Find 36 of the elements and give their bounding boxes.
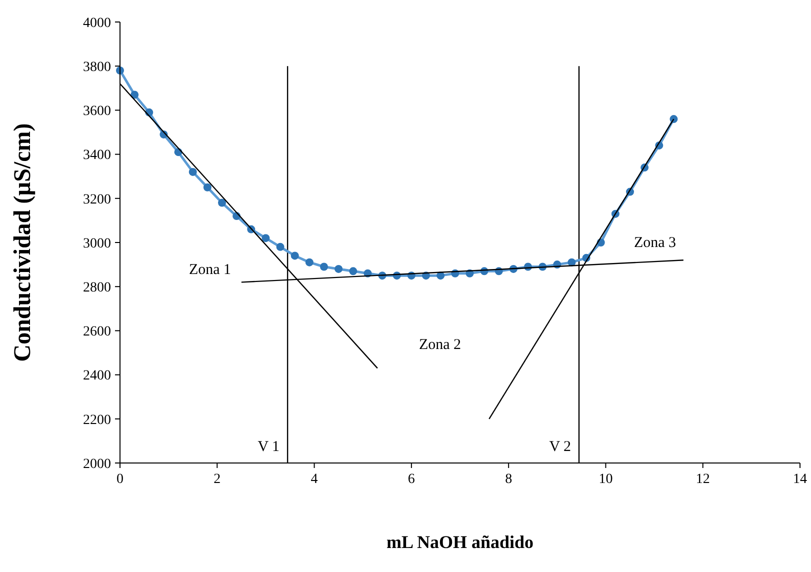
- y-tick-label: 3200: [83, 192, 111, 208]
- x-tick-label: 6: [408, 472, 415, 487]
- x-tick-label: 0: [116, 472, 124, 487]
- y-tick-label: 2200: [83, 412, 111, 428]
- point: [305, 258, 314, 266]
- point: [276, 242, 284, 251]
- y-tick-label: 3600: [83, 104, 111, 120]
- annotation: Zona 1: [188, 262, 232, 278]
- y-tick-label: 2800: [83, 280, 111, 296]
- y-tick-label: 3800: [83, 60, 111, 75]
- y-axis-title: Conductividad (µS/cm): [10, 123, 36, 362]
- x-tick-label: 2: [214, 472, 221, 487]
- y-tick-label: 3000: [83, 236, 111, 252]
- y-tick-label: 3400: [83, 148, 111, 164]
- point: [290, 252, 299, 260]
- y-tick-label: 2600: [83, 324, 111, 340]
- x-tick-label: 10: [598, 472, 613, 487]
- point: [188, 168, 197, 176]
- x-tick-label: 14: [793, 472, 807, 487]
- x-axis-title: mL NaOH añadido: [386, 532, 534, 552]
- annotation: Zona 2: [418, 337, 462, 353]
- point: [320, 262, 328, 271]
- ref-line-label: V 2: [549, 439, 571, 455]
- y-tick-label: 2000: [83, 456, 111, 472]
- point: [218, 198, 226, 207]
- y-tick-label: 4000: [83, 16, 111, 31]
- x-tick-label: 4: [310, 472, 318, 487]
- x-tick-label: 12: [696, 472, 710, 487]
- ref-line-label: V 1: [258, 439, 280, 455]
- x-tick-label: 8: [505, 472, 512, 487]
- annotation: Zona 3: [634, 235, 676, 251]
- point: [262, 234, 270, 242]
- point: [203, 183, 212, 192]
- point: [334, 264, 343, 273]
- y-tick-label: 2400: [83, 368, 111, 384]
- point: [349, 267, 358, 276]
